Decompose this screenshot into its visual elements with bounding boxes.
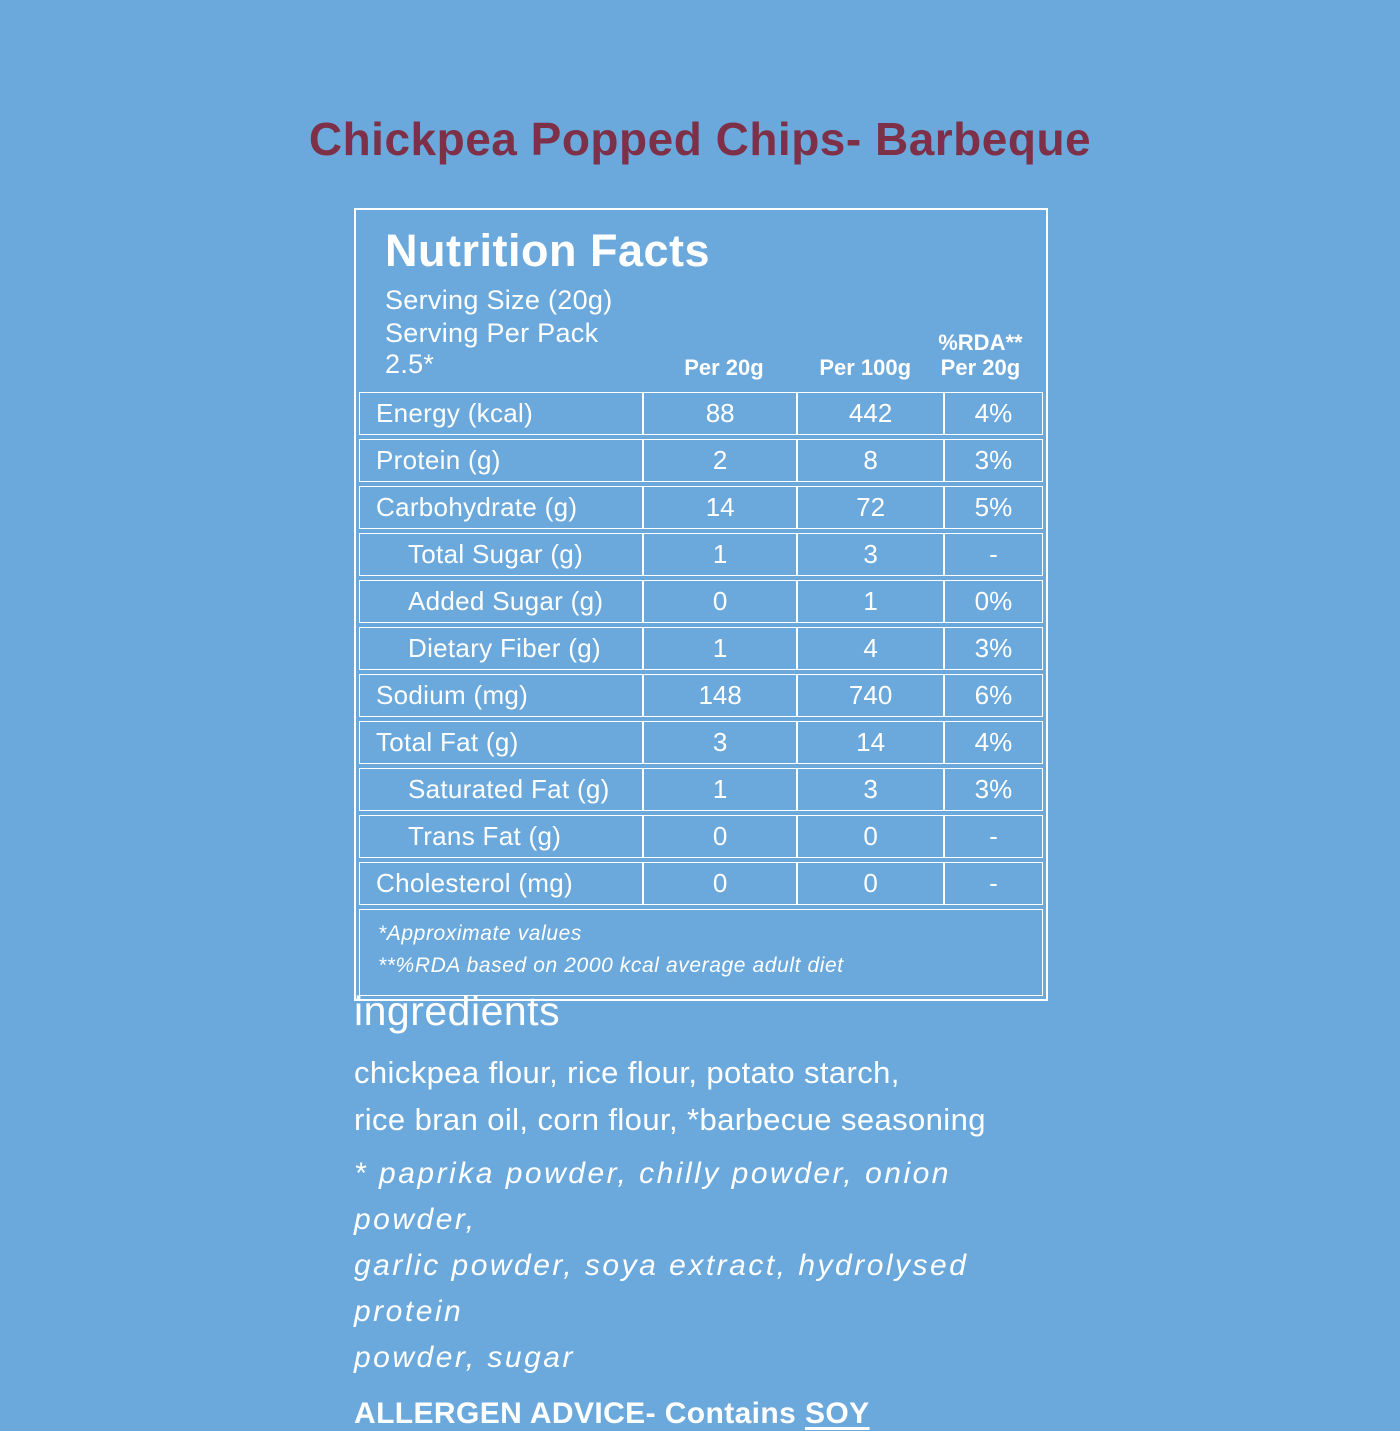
nutrition-facts-header: Nutrition Facts Serving Size (20g) Servi… [359,213,1043,388]
value-per-100g: 3 [797,532,944,576]
footnote-rda: **%RDA based on 2000 kcal average adult … [378,954,844,978]
nutrition-facts-panel: Nutrition Facts Serving Size (20g) Servi… [354,208,1048,1001]
column-header-rda-line1: %RDA** [938,330,1023,356]
table-row: Total Fat (g) 3 14 4% [359,720,1043,764]
value-per-100g: 14 [797,720,944,764]
table-row: Protein (g) 2 8 3% [359,438,1043,482]
value-rda: - [943,861,1043,905]
value-per-20g: 0 [642,579,798,623]
table-row: Trans Fat (g) 0 0- [359,814,1043,858]
table-row: Cholesterol (mg) 0 0- [359,861,1043,905]
column-header-per-100g: Per 100g [819,354,912,380]
row-label: Saturated Fat (g) [359,767,643,811]
row-label: Dietary Fiber (g) [359,626,643,670]
value-rda: 3% [943,626,1043,670]
value-per-20g: 1 [642,767,798,811]
value-per-20g: 0 [642,814,798,858]
row-label: Added Sugar (g) [359,579,643,623]
value-per-100g: 4 [797,626,944,670]
value-per-20g: 2 [642,438,798,482]
value-per-100g: 0 [797,861,944,905]
page-title: Chickpea Popped Chips- Barbeque [308,113,1092,165]
allergen-advice-text: ALLERGEN ADVICE- Contains [354,1397,805,1430]
nutrition-table: Energy (kcal) 88 442 4% Protein (g) 2 8 3% Carbo… [359,388,1043,909]
value-per-20g: 1 [642,532,798,576]
ingredients-line: rice bran oil, corn flour, *barbecue sea… [354,1102,986,1137]
row-label: Energy (kcal) [359,391,643,435]
ingredients-section: ingredients chickpea flour, rice flour, … [354,988,1084,1431]
value-per-100g: 72 [797,485,944,529]
value-rda: 3% [943,438,1043,482]
value-per-100g: 0 [797,814,944,858]
footnote-approximate: *Approximate values [378,921,582,945]
row-label: Sodium (mg) [359,673,643,717]
value-rda: 6% [943,673,1043,717]
table-row: Dietary Fiber (g) 1 4 3% [359,626,1043,670]
value-rda: 5% [943,485,1043,529]
value-per-100g: 3 [797,767,944,811]
seasoning-ingredients: * paprika powder, chilly powder, onion p… [354,1151,1084,1381]
table-row: Saturated Fat (g) 1 3 3% [359,767,1043,811]
value-per-100g: 1 [797,579,944,623]
seasoning-line: garlic powder, soya extract, hydrolysed … [354,1249,969,1328]
value-per-20g: 88 [642,391,798,435]
value-per-100g: 8 [797,438,944,482]
allergen-soy-text: SOY [804,1397,870,1430]
ingredients-line: chickpea flour, rice flour, potato starc… [354,1055,900,1090]
ingredients-list: chickpea flour, rice flour, potato starc… [354,1049,1084,1143]
row-label: Total Fat (g) [359,720,643,764]
footnotes: *Approximate values **%RDA based on 2000… [359,908,1043,996]
table-row: Total Sugar (g) 1 3- [359,532,1043,576]
value-rda: - [943,532,1043,576]
value-rda: 0% [943,579,1043,623]
value-rda: 4% [943,391,1043,435]
value-rda: 3% [943,767,1043,811]
value-rda: - [943,814,1043,858]
table-row: Carbohydrate (g) 14 72 5% [359,485,1043,529]
value-per-20g: 0 [642,861,798,905]
column-header-row: Serving Per Pack 2.5* Per 20g Per 100g %… [385,318,1027,388]
value-per-20g: 148 [642,673,798,717]
nutrition-facts-heading: Nutrition Facts [385,225,711,276]
value-rda: 4% [943,720,1043,764]
seasoning-line: powder, sugar [354,1341,575,1374]
allergen-advice: ALLERGEN ADVICE- Contains SOY [354,1397,1084,1431]
column-header-rda-line2: Per 20g [940,354,1021,380]
row-label: Trans Fat (g) [359,814,643,858]
table-row: Added Sugar (g) 0 1 0% [359,579,1043,623]
value-per-20g: 1 [642,626,798,670]
column-header-rda: %RDA** Per 20g [934,330,1027,380]
row-label: Carbohydrate (g) [359,485,643,529]
row-label: Cholesterol (mg) [359,861,643,905]
serving-per-pack-text: Serving Per Pack 2.5* [385,317,599,379]
seasoning-line: * paprika powder, chilly powder, onion p… [354,1157,951,1236]
row-label: Total Sugar (g) [359,532,643,576]
serving-size-text: Serving Size (20g) [385,284,613,315]
value-per-100g: 740 [797,673,944,717]
table-row: Sodium (mg) 148 740 6% [359,673,1043,717]
value-per-20g: 3 [642,720,798,764]
ingredients-heading: ingredients [354,988,561,1034]
column-header-per-20g: Per 20g [684,354,764,380]
value-per-20g: 14 [642,485,798,529]
row-label: Protein (g) [359,438,643,482]
value-per-100g: 442 [797,391,944,435]
table-row: Energy (kcal) 88 442 4% [359,391,1043,435]
